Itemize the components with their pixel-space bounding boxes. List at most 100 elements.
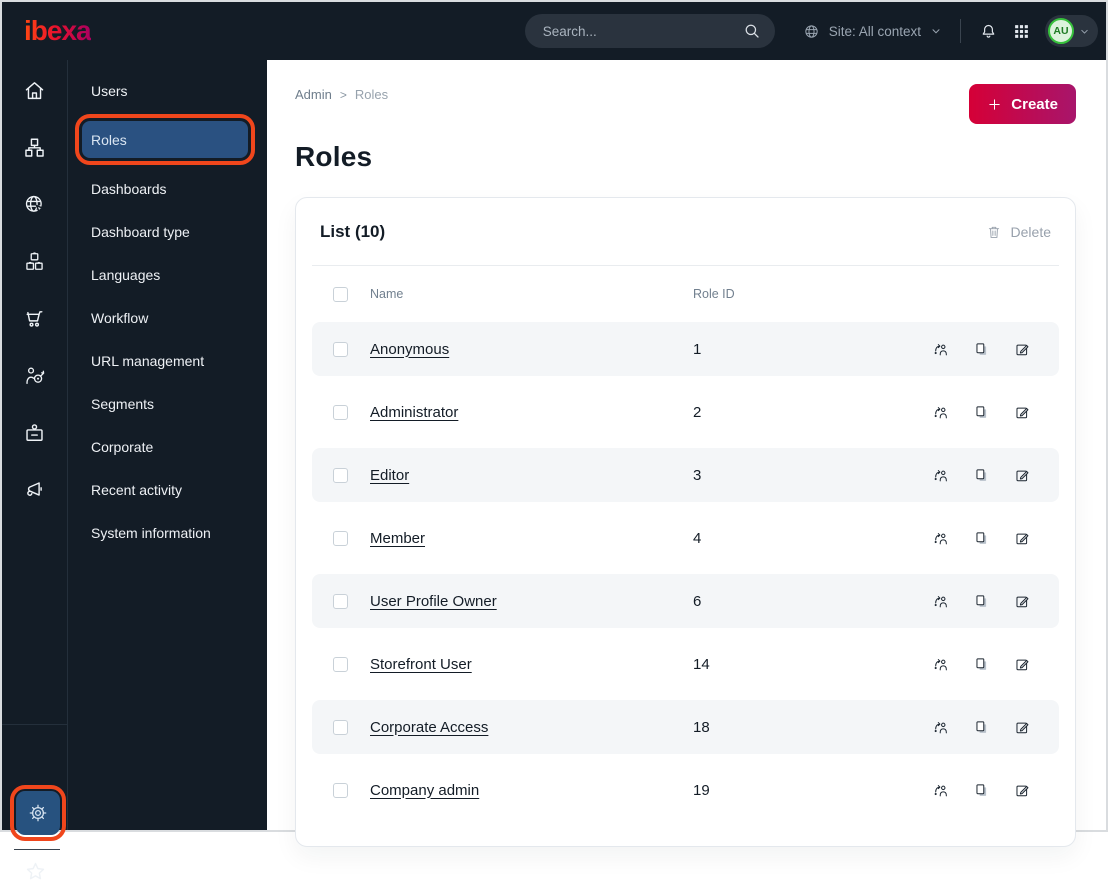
- sidebar-item-languages[interactable]: Languages: [91, 266, 161, 283]
- row-checkbox[interactable]: [333, 719, 348, 735]
- chevron-down-icon: [1079, 26, 1090, 37]
- table-row: Member 4: [312, 511, 1059, 565]
- settings-gear-button[interactable]: [10, 785, 66, 841]
- sidebar-item-url-management[interactable]: URL management: [91, 352, 205, 369]
- sidebar-item-users[interactable]: Users: [91, 82, 128, 99]
- create-button-label: Create: [1011, 95, 1058, 113]
- row-checkbox[interactable]: [333, 467, 348, 483]
- assign-user-button[interactable]: [932, 467, 949, 484]
- assign-user-button[interactable]: [932, 404, 949, 421]
- table-row: Editor 3: [312, 448, 1059, 502]
- copy-icon[interactable]: [973, 719, 990, 736]
- role-name-link[interactable]: Member: [370, 529, 426, 547]
- row-checkbox[interactable]: [333, 782, 348, 798]
- assign-user-button[interactable]: [932, 782, 949, 799]
- home-icon[interactable]: [23, 79, 46, 102]
- copy-icon[interactable]: [973, 530, 990, 547]
- assign-user-button[interactable]: [932, 530, 949, 547]
- search-input[interactable]: [542, 23, 743, 39]
- copy-icon[interactable]: [973, 341, 990, 358]
- main-content: Admin > Roles Create Roles List (10): [267, 60, 1106, 847]
- role-name-link[interactable]: Company admin: [370, 781, 480, 799]
- role-id-value: 19: [693, 781, 710, 799]
- assign-user-button[interactable]: [932, 656, 949, 673]
- sitemap-icon[interactable]: [23, 136, 46, 159]
- search-icon[interactable]: [743, 22, 761, 40]
- row-checkbox[interactable]: [333, 656, 348, 672]
- corporate-badge-icon[interactable]: [23, 421, 46, 444]
- personalization-target-icon[interactable]: [23, 364, 46, 387]
- trash-icon: [986, 224, 1002, 240]
- topbar: ibexa Site: All context: [2, 2, 1106, 60]
- role-name-link[interactable]: Corporate Access: [370, 718, 489, 736]
- global-search[interactable]: [524, 14, 775, 48]
- copy-icon[interactable]: [973, 593, 990, 610]
- roles-list-card: List (10) Delete Name Role ID: [295, 197, 1076, 847]
- list-count-title: List (10): [320, 221, 386, 241]
- role-name-link[interactable]: Anonymous: [370, 340, 450, 358]
- products-boxes-icon[interactable]: [23, 250, 46, 273]
- row-checkbox[interactable]: [333, 404, 348, 420]
- row-checkbox[interactable]: [333, 530, 348, 546]
- edit-icon[interactable]: [1014, 467, 1031, 484]
- assign-user-button[interactable]: [932, 593, 949, 610]
- icon-rail: [2, 60, 68, 880]
- cart-icon[interactable]: [23, 307, 46, 330]
- edit-icon[interactable]: [1014, 593, 1031, 610]
- copy-icon[interactable]: [973, 467, 990, 484]
- globe-icon: [803, 23, 820, 40]
- sidebar-item-recent-activity[interactable]: Recent activity: [91, 481, 183, 498]
- assign-user-button[interactable]: [932, 719, 949, 736]
- column-name: Name: [370, 287, 404, 301]
- edit-icon[interactable]: [1014, 719, 1031, 736]
- topbar-divider: [960, 19, 961, 43]
- sidebar-item-dashboards[interactable]: Dashboards: [91, 180, 167, 197]
- app-grid-button[interactable]: [1013, 23, 1030, 40]
- edit-icon[interactable]: [1014, 530, 1031, 547]
- edit-icon[interactable]: [1014, 782, 1031, 799]
- sidebar-item-system-information[interactable]: System information: [91, 524, 211, 541]
- row-checkbox[interactable]: [333, 593, 348, 609]
- select-all-checkbox[interactable]: [333, 286, 348, 302]
- sidebar-item-corporate[interactable]: Corporate: [91, 438, 154, 455]
- sidebar-item-segments[interactable]: Segments: [91, 395, 155, 412]
- plus-icon: [987, 97, 1002, 112]
- table-row: User Profile Owner 6: [312, 574, 1059, 628]
- copy-icon[interactable]: [973, 656, 990, 673]
- table-header: Name Role ID: [312, 271, 1059, 317]
- ibexa-logo[interactable]: ibexa: [24, 15, 92, 46]
- site-globe-icon[interactable]: [23, 193, 46, 216]
- delete-button-label: Delete: [1010, 223, 1051, 240]
- role-name-link[interactable]: User Profile Owner: [370, 592, 497, 610]
- copy-icon[interactable]: [973, 782, 990, 799]
- edit-icon[interactable]: [1014, 404, 1031, 421]
- megaphone-icon[interactable]: [23, 478, 46, 501]
- sidebar-menu: Users Roles Dashboards Dashboard type Langua…: [68, 69, 267, 554]
- bookmarks-star-icon[interactable]: [24, 860, 47, 883]
- copy-icon[interactable]: [973, 404, 990, 421]
- sidebar-item-dashboard-type[interactable]: Dashboard type: [91, 223, 190, 240]
- row-checkbox[interactable]: [333, 341, 348, 357]
- role-id-value: 18: [693, 718, 710, 736]
- edit-icon[interactable]: [1014, 341, 1031, 358]
- assign-user-button[interactable]: [932, 341, 949, 358]
- role-name-link[interactable]: Storefront User: [370, 655, 472, 673]
- user-menu[interactable]: AU: [1045, 15, 1098, 47]
- role-name-link[interactable]: Editor: [370, 466, 410, 484]
- breadcrumb-admin[interactable]: Admin: [295, 87, 332, 102]
- rail-divider: [2, 724, 68, 725]
- delete-button[interactable]: Delete: [986, 224, 1051, 240]
- sidebar-item-roles[interactable]: Roles: [75, 114, 255, 165]
- sidebar-item-workflow[interactable]: Workflow: [91, 309, 149, 326]
- edit-icon[interactable]: [1014, 656, 1031, 673]
- avatar[interactable]: AU: [1048, 18, 1074, 44]
- admin-sidebar: Users Roles Dashboards Dashboard type Langua…: [68, 60, 267, 830]
- notifications-button[interactable]: [979, 22, 998, 41]
- breadcrumb-roles: Roles: [354, 87, 389, 102]
- roles-table-body: Anonymous 1: [312, 322, 1059, 817]
- site-context-switcher[interactable]: Site: All context: [803, 23, 942, 40]
- role-name-link[interactable]: Administrator: [370, 403, 459, 421]
- table-row: Corporate Access 18: [312, 700, 1059, 754]
- create-button[interactable]: Create: [969, 84, 1076, 124]
